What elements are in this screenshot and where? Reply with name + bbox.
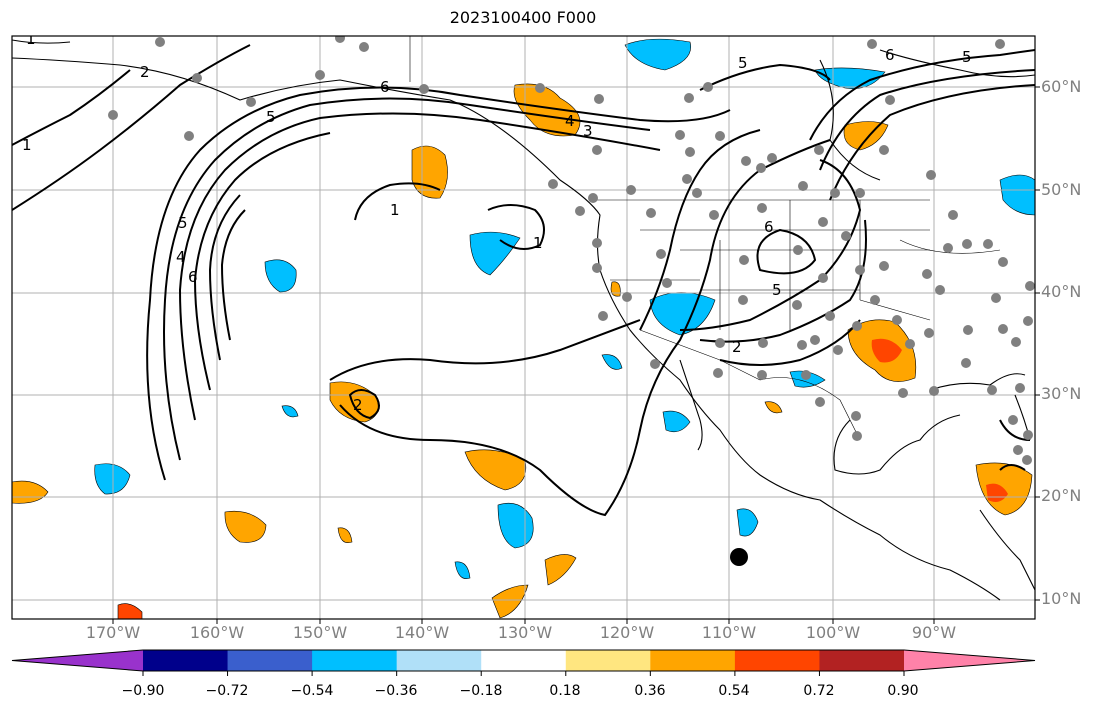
colorbar-segment (819, 650, 905, 671)
colorbar-segment (481, 650, 567, 671)
lon-label: 160°W (189, 623, 245, 642)
contour-label: 1 (533, 234, 543, 252)
lon-label: 100°W (805, 623, 861, 642)
contour-label: 1 (26, 30, 36, 48)
colorbar-ticks (142, 671, 905, 676)
colorbar-extend-min (12, 650, 143, 671)
colorbar-tick-label: 0.90 (887, 683, 919, 699)
contour-label: 5 (772, 281, 782, 299)
colorbar-segments (11, 649, 1036, 672)
colorbar-tick-label: −0.72 (205, 683, 249, 699)
colorbar (11, 649, 1036, 676)
contour-label: 6 (764, 218, 774, 236)
highlight-marker[interactable] (730, 548, 748, 566)
tick-marks (112, 86, 1040, 624)
lon-label: 130°W (497, 623, 553, 642)
lon-label: 90°W (911, 623, 957, 642)
colorbar-tick-label: −0.90 (121, 683, 165, 699)
lon-label: 140°W (394, 623, 450, 642)
contour-label: 2 (353, 396, 363, 414)
map-title: 2023100400 F000 (449, 8, 597, 27)
contour-label: 6 (380, 78, 390, 96)
contour-label: 4 (176, 248, 186, 266)
contour-label: 2 (732, 338, 742, 356)
lat-label: 20°N (1041, 486, 1082, 505)
colorbar-tick-label: 0.72 (803, 683, 835, 699)
contour-label: 5 (738, 54, 748, 72)
colorbar-tick-label: 0.18 (549, 683, 581, 699)
lon-label: 120°W (599, 623, 655, 642)
political-borders (409, 36, 1001, 441)
colorbar-segment (227, 650, 313, 671)
colorbar-tick-label: −0.54 (290, 683, 334, 699)
lat-label: 60°N (1041, 77, 1082, 96)
colorbar-segment (143, 650, 229, 671)
colorbar-segment (565, 650, 651, 671)
lon-label: 150°W (292, 623, 348, 642)
lat-label: 50°N (1041, 180, 1082, 199)
contour-label: 6 (188, 268, 198, 286)
lat-label: 30°N (1041, 384, 1082, 403)
contour-label: 2 (140, 63, 150, 81)
contour-label: 6 (885, 46, 895, 64)
contour-label: 1 (22, 136, 32, 154)
contour-labels: 1 2 5 6 5 4 3 6 5 4 6 5 2 1 1 2 1 6 5 (22, 30, 972, 414)
contour-label: 3 (583, 122, 593, 140)
station-dots (108, 36, 1035, 465)
anomaly-shading (12, 38, 1035, 619)
lon-label: 110°W (701, 623, 757, 642)
contour-label: 4 (565, 112, 575, 130)
colorbar-tick-label: −0.18 (459, 683, 503, 699)
map-plot[interactable]: 1 2 5 6 5 4 3 6 5 4 6 5 2 1 1 2 1 6 5 (0, 0, 1102, 640)
gridlines (12, 36, 1035, 619)
colorbar-extend-max (904, 650, 1035, 671)
contour-label: 5 (178, 214, 188, 232)
lon-label: 170°W (85, 623, 141, 642)
colorbar-segment (396, 650, 482, 671)
contour-label: 5 (266, 108, 276, 126)
contour-label: 5 (962, 48, 972, 66)
colorbar-tick-label: 0.54 (718, 683, 750, 699)
contour-label: 1 (390, 201, 400, 219)
colorbar-segment (650, 650, 736, 671)
colorbar-tick-label: 0.36 (634, 683, 666, 699)
plot-frame (11, 35, 1036, 620)
colorbar-segment (734, 650, 820, 671)
contours (12, 44, 1035, 517)
lat-label: 40°N (1041, 282, 1082, 301)
colorbar-segment (312, 650, 398, 671)
lat-label: 10°N (1041, 589, 1082, 608)
colorbar-tick-label: −0.36 (374, 683, 418, 699)
